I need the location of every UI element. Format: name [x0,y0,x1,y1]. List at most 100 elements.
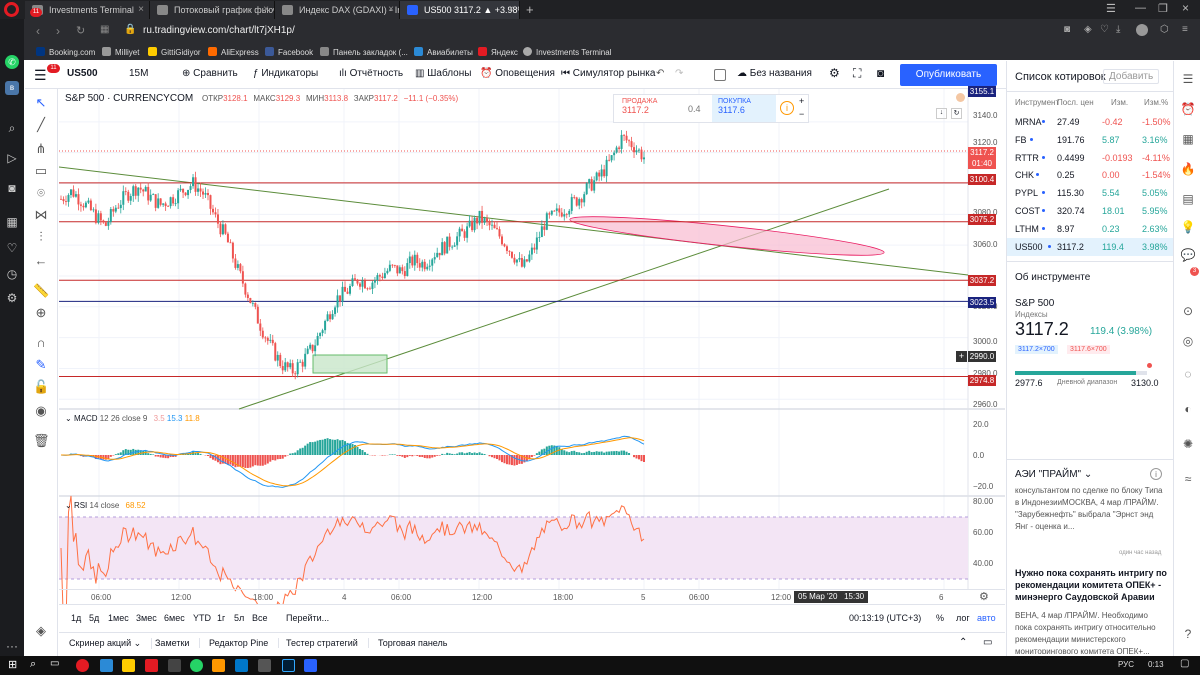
pitchfork-icon[interactable]: ⋔ [35,141,47,156]
windows-start-icon[interactable]: ⊞ [8,659,18,671]
watchlist-row[interactable]: PYPL 115.30 5.54 5.05% [1007,184,1173,202]
fullscreen-icon[interactable]: ⛶ [853,66,862,80]
trendline-down[interactable] [59,166,969,276]
ideas-icon[interactable]: 💡 [1180,220,1196,234]
undo-icon[interactable]: ↶ [656,68,665,79]
help-icon[interactable]: ? [1184,627,1192,641]
clock[interactable]: 00:13:19 (UTC+3) [849,613,922,623]
close-icon[interactable]: × [263,4,269,15]
add-symbol-button[interactable]: Добавить [1103,69,1160,84]
bookmark[interactable]: Booking.com [36,47,95,57]
rectangle-drawing[interactable] [312,354,388,374]
forward-icon[interactable]: › [56,24,60,38]
publish-button[interactable]: Опубликовать [900,64,997,86]
pin-icon[interactable]: ⌾ [37,185,45,200]
cycle-icon[interactable]: ↻ [951,108,962,119]
info-icon[interactable]: i [780,101,794,115]
lock-icon[interactable]: 🔓 [33,379,50,394]
projection-icon[interactable]: ⫶ [39,229,43,244]
cursor-icon[interactable]: ↖ [35,95,47,110]
shield-icon[interactable]: ◈ [1084,24,1092,35]
news-item[interactable]: консультантом по сделке по блоку Типа в … [1015,486,1163,531]
maximize-icon[interactable]: ▭ [983,637,993,648]
redo-icon[interactable]: ↷ [675,68,684,79]
tab-pine-editor[interactable]: Редактор Pine [209,638,280,648]
minimize-icon[interactable]: — [1135,2,1146,14]
menu-icon[interactable]: ☰ [34,67,47,83]
watchlist-icon[interactable]: ☰ [1182,72,1194,86]
range-button[interactable]: 6мес [164,613,185,623]
chart-area[interactable]: S&P 500 · CURRENCYCOM ОТКР3128.1 МАКС312… [59,86,1005,604]
tab-screener[interactable]: Скринер акций ⌄ [69,638,153,649]
magnet-icon[interactable]: ∩ [36,335,46,350]
chevron-up-icon[interactable]: ⌃ [959,637,968,648]
task-view-icon[interactable]: ▭ [50,658,60,669]
play-icon[interactable]: ▶ [981,68,995,82]
close-icon[interactable]: × [138,4,144,15]
more-icon[interactable]: ··· [6,639,18,653]
bookmark[interactable]: Investments Terminal [523,47,611,57]
app-icon[interactable] [304,659,317,672]
indicators-button[interactable]: ƒ Индикаторы [253,68,319,79]
camera-icon[interactable]: ◙ [877,66,885,80]
info-icon[interactable]: i [1150,468,1162,480]
sell-button[interactable]: ПРОДАЖА 3117.2 [614,95,684,122]
app-icon[interactable] [235,659,248,672]
compare-button[interactable]: ⊕ Сравнить [182,68,238,79]
app-whatsapp-icon[interactable] [190,659,203,672]
bookmark[interactable]: Facebook [265,47,313,57]
calendar-icon[interactable]: ▤ [1182,192,1194,206]
streams-icon[interactable]: ⊙ [1182,304,1194,318]
restore-icon[interactable]: ❐ [1158,3,1168,15]
fullscreen-icon[interactable] [714,69,726,81]
app-folder-icon[interactable] [122,659,135,672]
range-button[interactable]: YTD [193,613,211,623]
app-yandex-icon[interactable] [145,659,158,672]
hotlist-icon[interactable]: 🔥 [1180,162,1196,176]
watchlist-row[interactable]: COST 320.74 18.01 5.95% [1007,202,1173,220]
templates-button[interactable]: ▥ Шаблоны [415,68,472,79]
watchlist-title[interactable]: Список котировок [1015,71,1106,83]
menu-icon[interactable]: ☰ [1106,3,1116,15]
gear-icon[interactable]: ⚙ [979,591,989,603]
bookmark[interactable]: Панель закладок (... [320,47,408,57]
signal-icon[interactable]: ◌ [1184,367,1192,381]
auto-button[interactable]: авто [977,613,996,623]
url-input[interactable]: ru.tradingview.com/chart/lt7jXH1p/ [143,25,295,36]
symbol-search[interactable]: US500 [67,68,98,79]
camera-icon[interactable]: ◙ [8,181,16,195]
app-photoshop-icon[interactable] [282,659,295,672]
range-button[interactable]: 5л [234,613,245,623]
buy-button[interactable]: ПОКУПКА 3117.6 [712,95,776,122]
watchlist-row[interactable]: MRNA 27.49 -0.42 -1.50% [1007,113,1173,131]
browser-tab[interactable]: Индекс DAX (GDAXI) - Inve× [275,1,400,19]
gear-icon[interactable]: ⚙ [6,291,18,305]
heart-icon[interactable]: ♡ [1100,24,1109,35]
app-icon[interactable] [100,659,113,672]
bookmark[interactable]: GittiGidiyor [148,47,201,57]
bookmark[interactable]: Авиабилеты [414,47,473,57]
data-window-icon[interactable]: ▦ [1182,132,1194,146]
gear-icon[interactable]: ⚙ [829,66,840,80]
send-icon[interactable]: ▷ [7,151,17,165]
close-icon[interactable]: × [508,4,514,15]
range-button[interactable]: Все [252,613,268,623]
close-icon[interactable]: × [388,4,394,15]
speed-dial-icon[interactable]: ▦ [100,24,110,35]
alerts-button[interactable]: ⏰ Оповещения [480,68,555,79]
bookmark[interactable]: AliExpress [208,47,259,57]
line-tool-icon[interactable]: ╱ [37,117,45,132]
news-item[interactable]: ВЕНА, 4 мар /ПРАЙМ/. Необходимо пока сох… [1015,611,1156,654]
interval-button[interactable]: 15М [129,68,149,79]
system-clock[interactable]: 0:13 [1148,660,1164,669]
whatsapp-icon[interactable]: ✆ [5,55,19,69]
minus-icon[interactable]: − [799,109,805,119]
replay-button[interactable]: ⏮ Симулятор рынка [561,68,656,79]
app-opera-icon[interactable] [76,659,89,672]
log-button[interactable]: лог [956,613,970,623]
range-button[interactable]: 5д [89,613,100,623]
shape-tool-icon[interactable]: ▭ [34,163,48,178]
watchlist-row[interactable]: RTTR 0.4499 -0.0193 -4.11% [1007,149,1173,167]
grid-icon[interactable]: ▦ [6,215,18,229]
close-window-icon[interactable]: × [1182,1,1190,15]
